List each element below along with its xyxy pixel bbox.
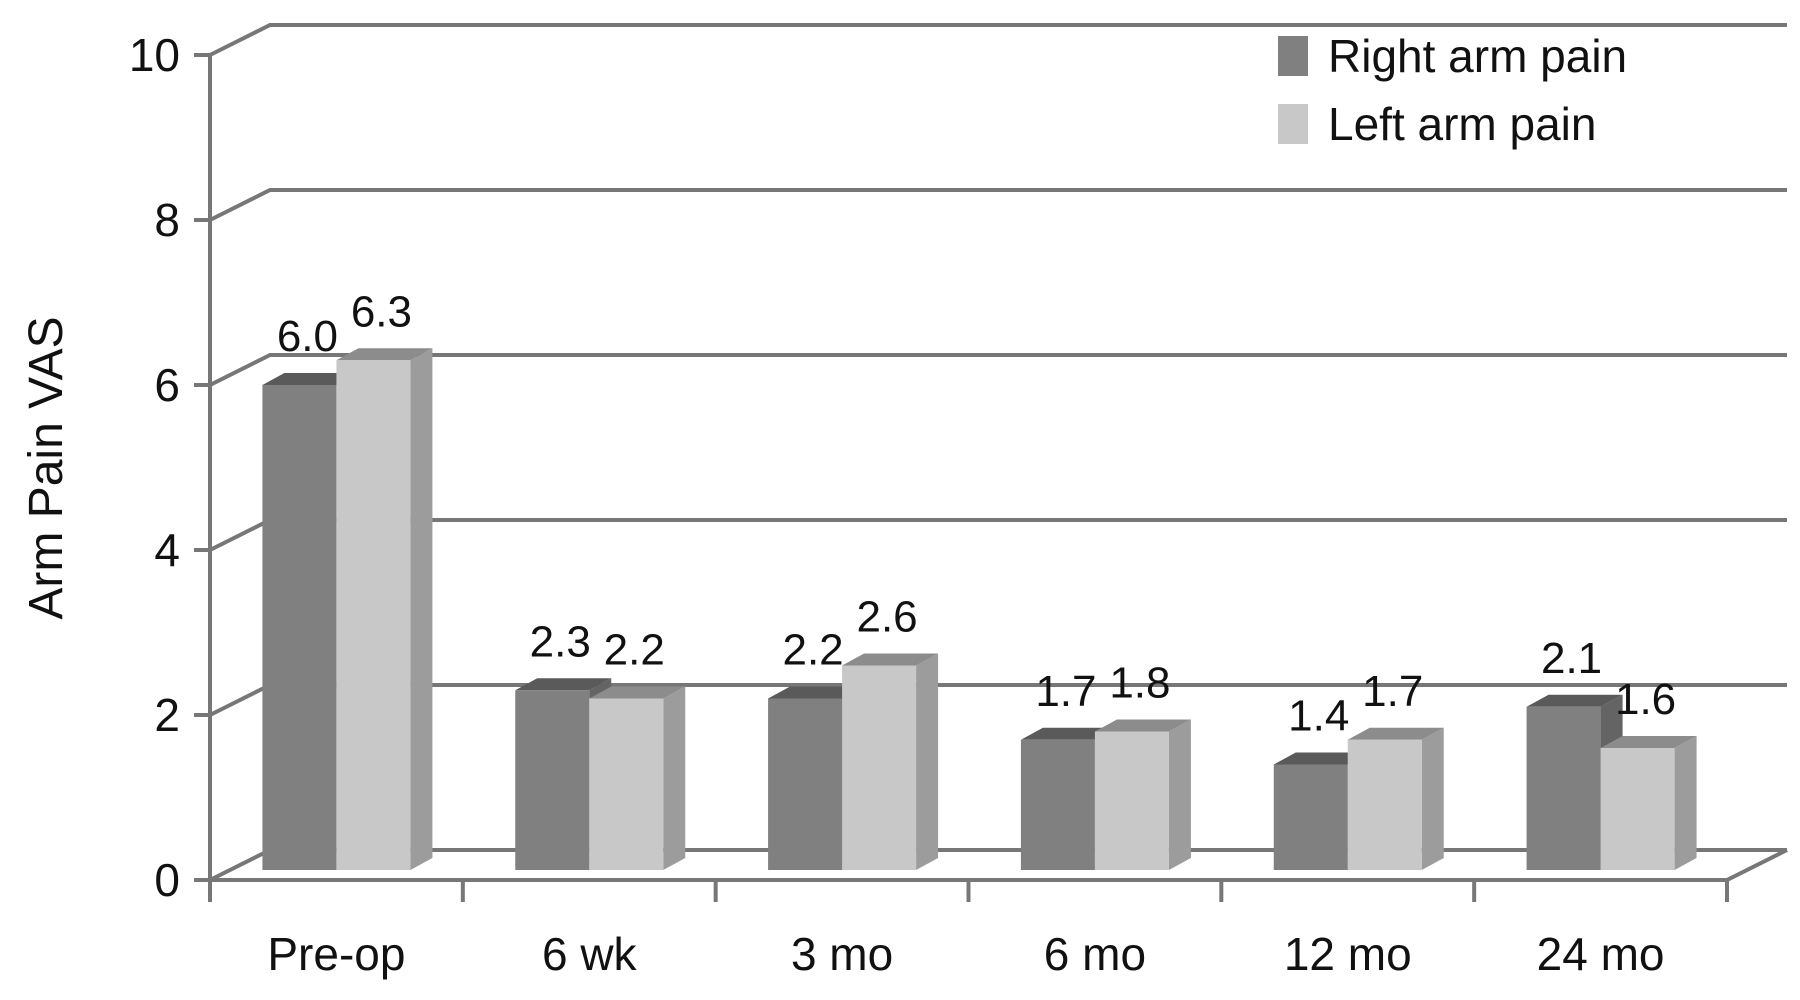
bar bbox=[589, 686, 686, 870]
bar-front bbox=[768, 698, 843, 870]
bar-top bbox=[768, 686, 865, 699]
bar-top bbox=[1347, 727, 1444, 740]
data-label: 2.2 bbox=[782, 626, 843, 675]
bar-top bbox=[1020, 727, 1117, 740]
data-label: 2.1 bbox=[1541, 634, 1602, 683]
data-label: 6.3 bbox=[351, 287, 412, 336]
legend-swatch bbox=[1278, 36, 1308, 76]
y-tick-label: 6 bbox=[154, 359, 180, 411]
gridline bbox=[209, 518, 1787, 552]
data-label: 2.2 bbox=[604, 626, 665, 675]
legend: Right arm pain Left arm pain bbox=[1278, 30, 1627, 150]
x-tick-label: 6 wk bbox=[542, 928, 638, 980]
x-tick-label: 24 mo bbox=[1537, 928, 1665, 980]
bar-side bbox=[1421, 727, 1444, 870]
bar bbox=[842, 653, 939, 870]
bar-top bbox=[515, 678, 612, 691]
bar-front bbox=[1020, 739, 1095, 870]
data-label: 1.6 bbox=[1615, 675, 1676, 724]
bar-top bbox=[589, 686, 686, 699]
bar-front bbox=[1347, 739, 1422, 870]
data-label: 6.0 bbox=[277, 312, 338, 361]
y-tick-label: 4 bbox=[154, 524, 180, 576]
bar-front bbox=[842, 665, 917, 870]
data-label: 2.3 bbox=[530, 617, 591, 666]
bar-top bbox=[336, 348, 433, 361]
data-label: 2.6 bbox=[856, 593, 917, 642]
x-tick-label: 12 mo bbox=[1284, 928, 1412, 980]
data-label: 1.4 bbox=[1288, 692, 1349, 741]
bar bbox=[1600, 736, 1697, 870]
legend-label: Left arm pain bbox=[1328, 98, 1596, 150]
gridline bbox=[209, 23, 1787, 57]
data-labels: 6.0 6.3 2.3 2.2 2.2 2.6 1.7 1.8 1.4 1.7 2.1 1.6 bbox=[277, 287, 1676, 740]
bar-front bbox=[1273, 764, 1348, 870]
y-tick-label: 0 bbox=[154, 854, 180, 906]
bar-top bbox=[262, 373, 359, 385]
axes: 0 2 4 6 8 10 Pre-op 6 wk 3 mo 6 mo 12 mo 24 mo bbox=[129, 29, 1729, 980]
gridline bbox=[209, 353, 1787, 387]
bar-front bbox=[1526, 706, 1601, 870]
bar-side bbox=[663, 686, 686, 870]
bar-front bbox=[336, 360, 411, 870]
y-axis-title: Arm Pain VAS bbox=[20, 316, 73, 619]
bar-top bbox=[1526, 694, 1623, 707]
bar-front bbox=[589, 698, 664, 870]
bar-top bbox=[842, 653, 939, 666]
data-label: 1.7 bbox=[1035, 667, 1096, 716]
bar-side bbox=[1674, 736, 1697, 870]
bars bbox=[262, 348, 1697, 870]
bar-front bbox=[515, 690, 590, 870]
bar-side bbox=[410, 348, 433, 870]
bar bbox=[1094, 719, 1191, 870]
x-tick-label: 6 mo bbox=[1044, 928, 1146, 980]
x-tick-label: Pre-op bbox=[267, 928, 405, 980]
bar-top bbox=[1094, 719, 1191, 732]
bar-side bbox=[1168, 719, 1191, 870]
bar-front bbox=[1094, 731, 1169, 870]
legend-swatch bbox=[1278, 104, 1308, 144]
x-tick-label: 3 mo bbox=[791, 928, 893, 980]
y-tick-label: 10 bbox=[129, 29, 180, 81]
bar-front bbox=[262, 385, 337, 870]
bar bbox=[1347, 727, 1444, 870]
y-tick-label: 2 bbox=[154, 689, 180, 741]
bar bbox=[336, 348, 433, 870]
data-label: 1.7 bbox=[1362, 667, 1423, 716]
y-tick-label: 8 bbox=[154, 194, 180, 246]
bar-top bbox=[1273, 752, 1370, 765]
bar-front bbox=[1600, 748, 1675, 870]
data-label: 1.8 bbox=[1109, 659, 1170, 708]
gridline bbox=[209, 188, 1787, 222]
bar-top bbox=[1600, 736, 1697, 748]
legend-label: Right arm pain bbox=[1328, 30, 1627, 82]
bar-side bbox=[916, 653, 939, 870]
